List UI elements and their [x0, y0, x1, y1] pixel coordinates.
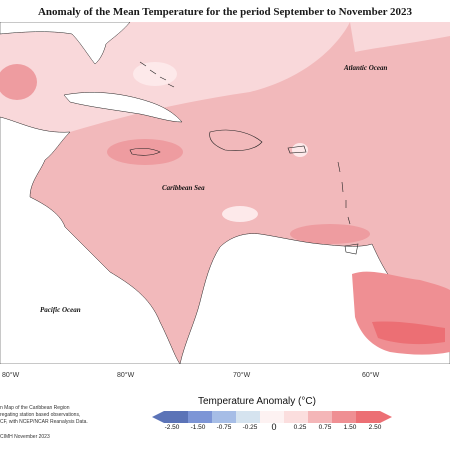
very-light-zone-bahamas	[133, 62, 177, 86]
legend-tick-3: -0.75	[216, 424, 232, 431]
strong-anomaly-zone-gulf	[0, 64, 37, 100]
legend-tick-2: -1.50	[190, 424, 206, 431]
central-america-landmass	[0, 116, 181, 364]
legend-tick-8: 1.50	[343, 424, 357, 431]
legend-swatch-9	[356, 411, 380, 423]
puerto-rico-island	[287, 145, 307, 154]
map-area: Atlantic Ocean Caribbean Sea Pacific Oce…	[0, 22, 450, 364]
light-anomaly-zone-northeast	[350, 22, 450, 52]
legend-swatch-4	[236, 411, 260, 423]
legend-tick-9: 2.50	[368, 424, 382, 431]
pacific-ocean-label: Pacific Ocean	[40, 306, 81, 314]
longitude-label-60w: 60°W	[362, 372, 380, 379]
legend-arrow-min	[152, 411, 164, 423]
note-line-1: n Map of the Caribbean Region	[0, 405, 70, 411]
bahamas-islands	[139, 61, 175, 88]
legend-tick-1: -2.50	[164, 424, 180, 431]
anomaly-map: Atlantic Ocean Caribbean Sea Pacific Oce…	[0, 22, 450, 364]
legend-swatch-3	[212, 411, 236, 423]
note-credit: CIMH November 2023	[0, 434, 50, 440]
legend-tick-6: 0.25	[293, 424, 307, 431]
longitude-label-left: 80°W	[2, 372, 20, 379]
legend-swatch-7	[308, 411, 332, 423]
caribbean-sea-label: Caribbean Sea	[162, 184, 205, 192]
florida-landmass	[0, 22, 131, 65]
longitude-label-80w: 80°W	[117, 372, 135, 379]
trinidad-island	[344, 243, 359, 255]
note-line-3: CF, with NCEP/NCAR Reanalysis Data.	[0, 419, 88, 425]
atlantic-ocean-label: Atlantic Ocean	[343, 64, 387, 72]
legend-tick-4: -0.25	[242, 424, 258, 431]
legend-tick-7: 0.75	[318, 424, 332, 431]
jamaica-island	[129, 147, 161, 156]
strong-anomaly-zone-venezuela-coast	[290, 224, 370, 244]
legend-title: Temperature Anomaly (°C)	[198, 396, 316, 407]
guianas-strong-anomaly-overlay	[372, 321, 445, 345]
legend-arrow-max	[380, 411, 392, 423]
hispaniola-island	[209, 129, 263, 152]
note-line-2: regating station based observations,	[0, 412, 81, 418]
lesser-antilles	[337, 161, 351, 225]
legend-tick-zero: 0	[271, 422, 277, 432]
legend-swatch-2	[188, 411, 212, 423]
legend-swatch-5	[260, 411, 284, 423]
very-light-zone-curacao	[222, 206, 258, 222]
legend-swatch-8	[332, 411, 356, 423]
map-title: Anomaly of the Mean Temperature for the …	[37, 6, 413, 18]
legend-colorbar	[152, 411, 392, 423]
strong-anomaly-zone-jamaica	[107, 139, 183, 165]
legend-swatch-6	[284, 411, 308, 423]
cuba-island	[63, 92, 183, 123]
longitude-label-70w: 70°W	[233, 372, 251, 379]
legend-swatch-1	[164, 411, 188, 423]
